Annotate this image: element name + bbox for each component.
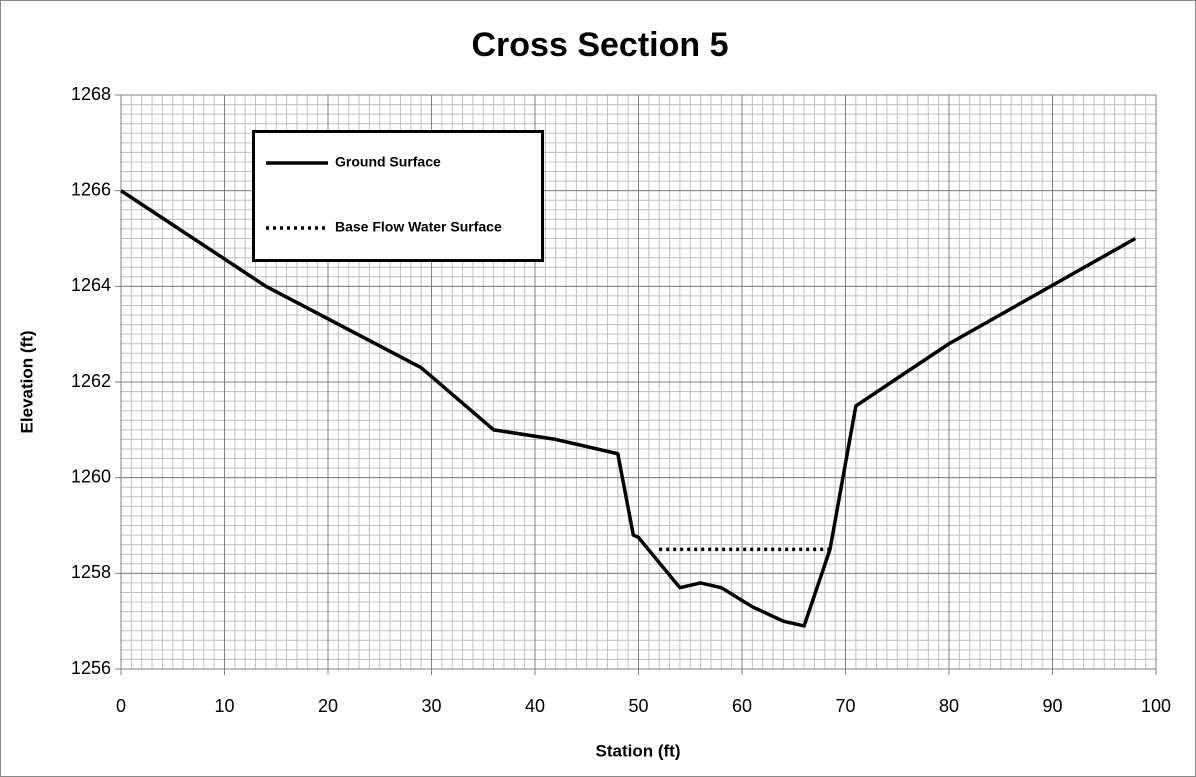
x-tick-label: 60	[732, 696, 752, 716]
series-line	[120, 189, 1137, 628]
legend-box	[252, 130, 544, 262]
chart-title: Cross Section 5	[472, 26, 729, 64]
x-tick-label: 50	[628, 696, 648, 716]
legend-label: Ground Surface	[335, 154, 441, 170]
y-tick-label: 1256	[71, 658, 111, 678]
x-axis-label: Station (ft)	[596, 741, 681, 760]
x-tick-label: 0	[116, 696, 126, 716]
x-tick-label: 70	[835, 696, 855, 716]
y-tick-label: 1260	[71, 466, 111, 486]
y-axis-label: Elevation (ft)	[17, 331, 36, 434]
legend: Ground Surface Base Flow Water Surface	[252, 130, 544, 262]
x-tick-label: 20	[318, 696, 338, 716]
x-tick-label: 80	[939, 696, 959, 716]
y-tick-label: 1262	[71, 371, 111, 391]
x-tick-label: 40	[525, 696, 545, 716]
x-tick-label: 100	[1141, 696, 1171, 716]
x-tick-label: 90	[1042, 696, 1062, 716]
y-tick-label: 1258	[71, 562, 111, 582]
legend-label: Base Flow Water Surface	[335, 219, 502, 235]
y-tick-label: 1266	[71, 179, 111, 199]
y-tick-label: 1268	[71, 84, 111, 104]
x-tick-label: 30	[421, 696, 441, 716]
x-tick-label: 10	[214, 696, 234, 716]
plot-border	[120, 94, 1157, 670]
y-tick-label: 1264	[71, 275, 111, 295]
